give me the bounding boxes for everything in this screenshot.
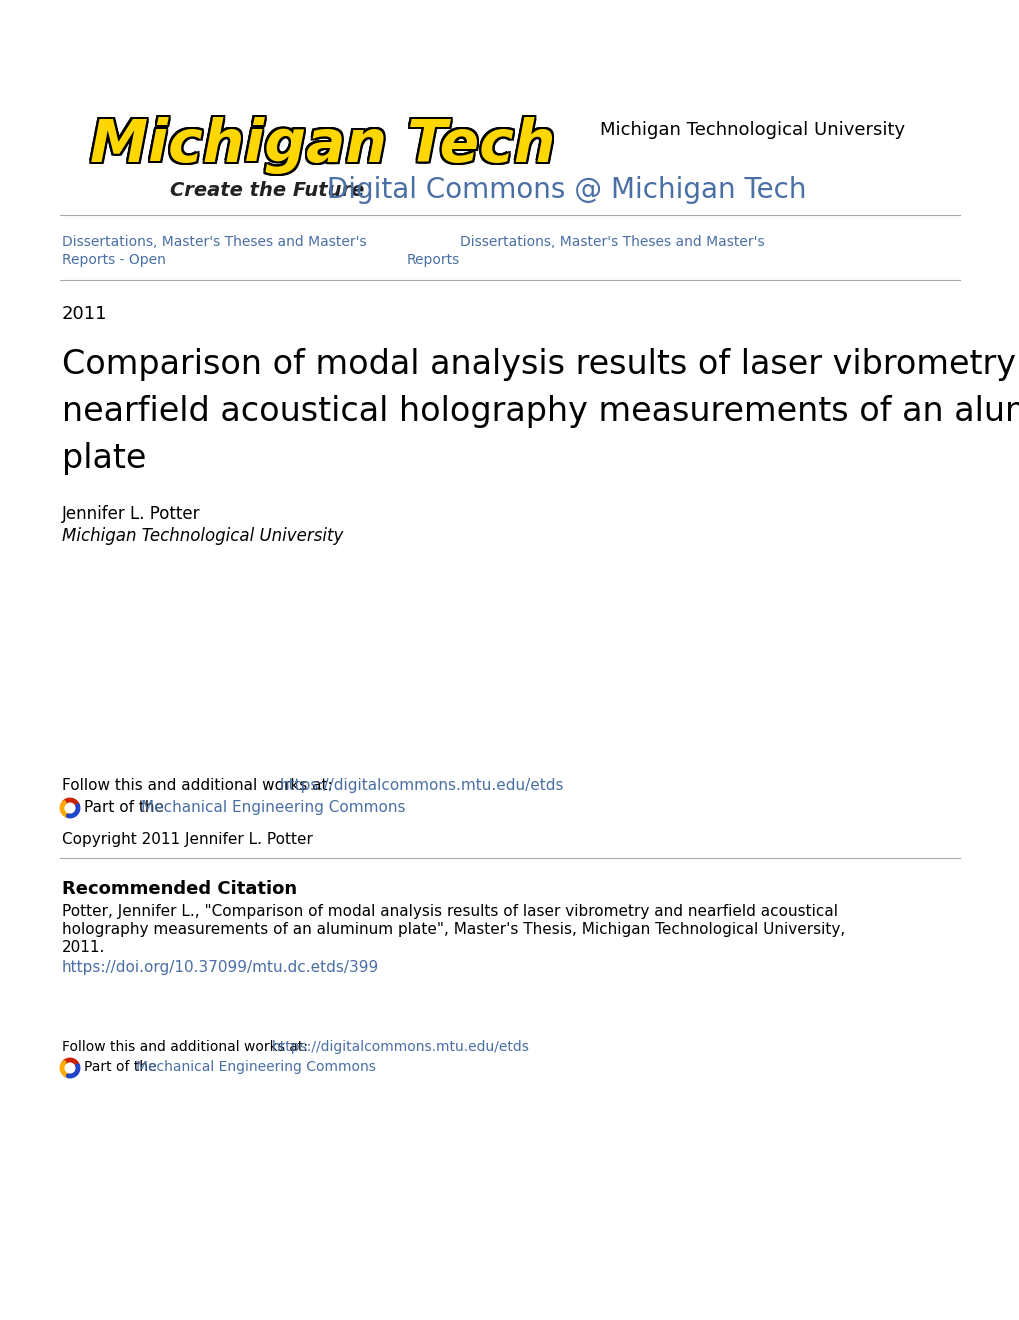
Text: Michigan Technological University: Michigan Technological University xyxy=(62,527,343,545)
Text: 2011.: 2011. xyxy=(62,940,105,954)
Text: holography measurements of an aluminum plate", Master's Thesis, Michigan Technol: holography measurements of an aluminum p… xyxy=(62,921,845,937)
Text: Michigan Tech: Michigan Tech xyxy=(89,115,553,172)
Text: Michigan Tech: Michigan Tech xyxy=(88,119,553,176)
Text: Michigan Technological University: Michigan Technological University xyxy=(599,121,904,139)
Text: Reports - Open: Reports - Open xyxy=(62,253,166,267)
Text: https://digitalcommons.mtu.edu/etds: https://digitalcommons.mtu.edu/etds xyxy=(280,777,564,793)
Text: https://doi.org/10.37099/mtu.dc.etds/399: https://doi.org/10.37099/mtu.dc.etds/399 xyxy=(62,960,379,975)
Text: Mechanical Engineering Commons: Mechanical Engineering Commons xyxy=(141,800,406,814)
Text: 2011: 2011 xyxy=(62,305,107,323)
Text: Follow this and additional works at:: Follow this and additional works at: xyxy=(62,777,337,793)
Text: nearfield acoustical holography measurements of an aluminum: nearfield acoustical holography measurem… xyxy=(62,395,1019,428)
Text: Dissertations, Master's Theses and Master's: Dissertations, Master's Theses and Maste… xyxy=(62,235,366,249)
Text: Dissertations, Master's Theses and Master's: Dissertations, Master's Theses and Maste… xyxy=(460,235,764,249)
Text: Michigan Tech: Michigan Tech xyxy=(92,119,556,176)
Text: Michigan Tech: Michigan Tech xyxy=(88,115,553,172)
Text: Michigan Tech: Michigan Tech xyxy=(92,115,556,172)
Text: Mechanical Engineering Commons: Mechanical Engineering Commons xyxy=(136,1060,376,1074)
Text: Jennifer L. Potter: Jennifer L. Potter xyxy=(62,506,201,523)
Text: Michigan Tech: Michigan Tech xyxy=(92,117,556,176)
Text: https://digitalcommons.mtu.edu/etds: https://digitalcommons.mtu.edu/etds xyxy=(272,1040,529,1053)
Text: Copyright 2011 Jennifer L. Potter: Copyright 2011 Jennifer L. Potter xyxy=(62,832,313,847)
Text: Michigan Tech: Michigan Tech xyxy=(90,116,554,173)
Text: Comparison of modal analysis results of laser vibrometry and: Comparison of modal analysis results of … xyxy=(62,348,1019,381)
Text: Michigan Tech: Michigan Tech xyxy=(88,116,553,173)
Text: plate: plate xyxy=(62,442,147,475)
Text: Part of the: Part of the xyxy=(84,1060,161,1074)
Text: Michigan Tech: Michigan Tech xyxy=(92,116,556,173)
Text: Reports: Reports xyxy=(407,253,460,267)
Text: Potter, Jennifer L., "Comparison of modal analysis results of laser vibrometry a: Potter, Jennifer L., "Comparison of moda… xyxy=(62,904,838,919)
Text: Follow this and additional works at:: Follow this and additional works at: xyxy=(62,1040,312,1053)
Text: Michigan Tech: Michigan Tech xyxy=(92,115,556,172)
Text: Michigan Tech: Michigan Tech xyxy=(89,117,553,176)
Text: Part of the: Part of the xyxy=(84,800,169,814)
Text: Michigan Tech: Michigan Tech xyxy=(90,115,554,172)
Text: Digital Commons @ Michigan Tech: Digital Commons @ Michigan Tech xyxy=(318,176,806,205)
Text: Recommended Citation: Recommended Citation xyxy=(62,880,297,898)
Text: Michigan Tech: Michigan Tech xyxy=(90,119,554,176)
Text: Create the Future: Create the Future xyxy=(170,181,364,199)
